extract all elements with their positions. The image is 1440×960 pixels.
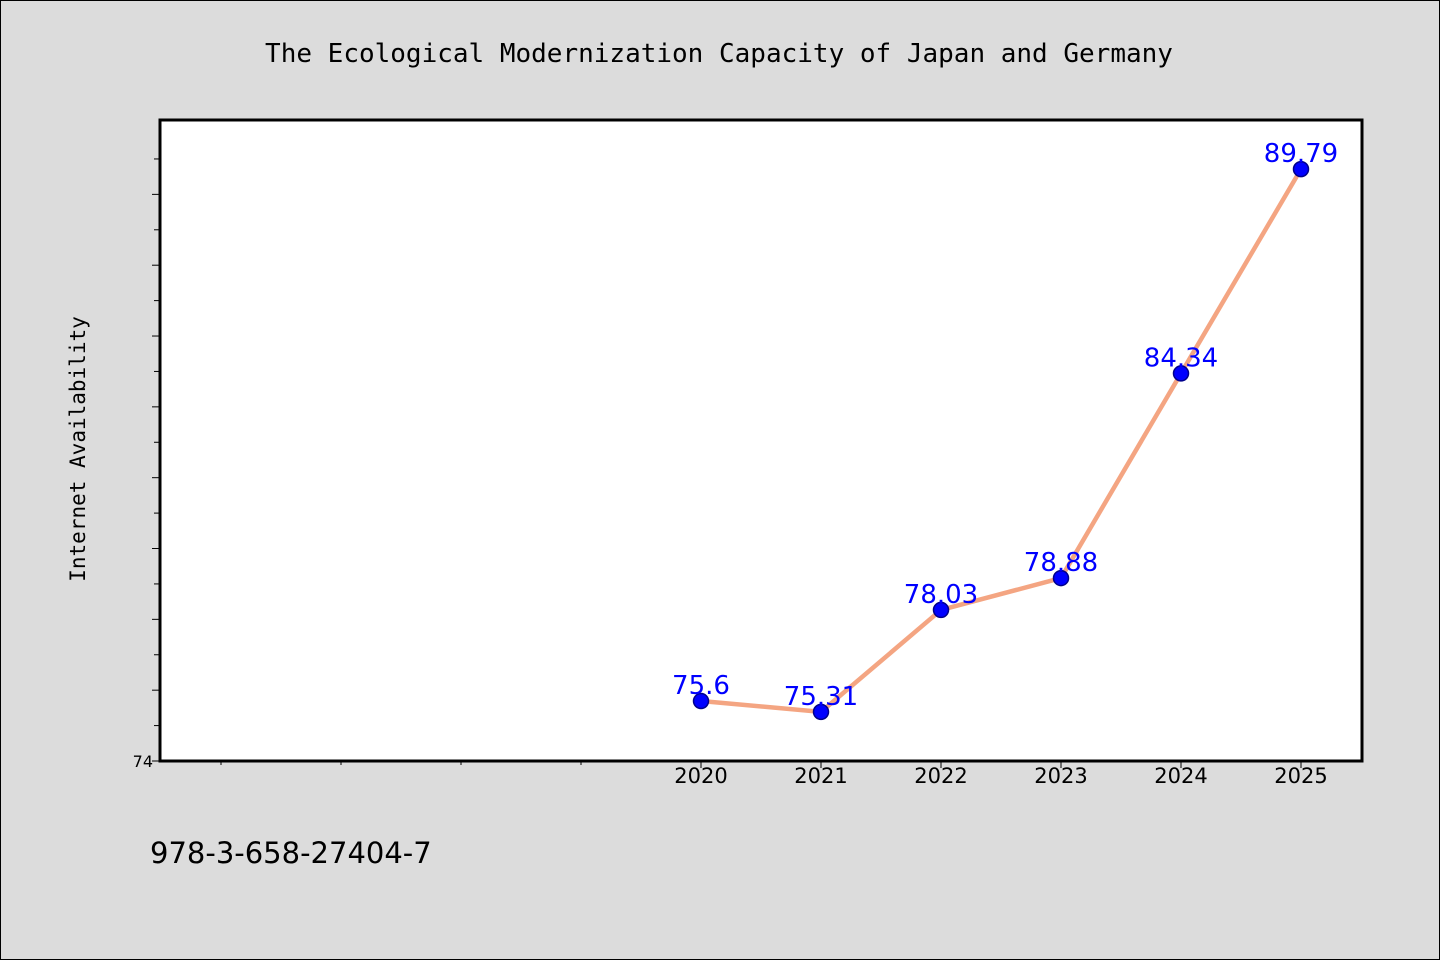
x-tick-label: 2021 <box>794 764 847 788</box>
data-label: 75.31 <box>784 682 858 712</box>
data-label: 84.34 <box>1144 343 1218 373</box>
series-line <box>700 167 1303 715</box>
data-point <box>812 703 830 721</box>
x-axis-ticks <box>220 761 1302 768</box>
x-tick-label: 2022 <box>914 764 967 788</box>
series-layer <box>700 167 1303 715</box>
y-tick-label: 74 <box>133 752 153 771</box>
plot-area <box>158 118 1364 763</box>
x-tick-label: 2024 <box>1154 764 1207 788</box>
footnote-isbn: 978-3-658-27404-7 <box>150 836 432 870</box>
x-tick-label: 2025 <box>1274 764 1327 788</box>
data-label: 78.88 <box>1024 548 1098 578</box>
x-tick-label: 2023 <box>1034 764 1087 788</box>
data-point <box>1172 365 1190 382</box>
data-point <box>932 601 950 619</box>
data-point <box>1292 160 1310 178</box>
data-label: 78.03 <box>904 580 978 610</box>
data-point <box>1052 569 1070 587</box>
x-axis-tick-labels: 2020 2021 2022 2023 2024 2025 <box>674 764 1327 788</box>
data-point <box>692 692 710 710</box>
y-axis-ticks: 74 <box>133 158 160 771</box>
data-label-layer: 75.6 75.31 78.03 78.88 84.34 89.79 <box>672 139 1338 712</box>
y-axis-label: Internet Availability <box>66 316 90 582</box>
data-label: 75.6 <box>672 671 730 701</box>
chart-title: The Ecological Modernization Capacity of… <box>265 39 1173 69</box>
x-tick-label: 2020 <box>674 764 727 788</box>
data-label: 89.79 <box>1264 139 1338 169</box>
marker-layer <box>692 160 1310 721</box>
